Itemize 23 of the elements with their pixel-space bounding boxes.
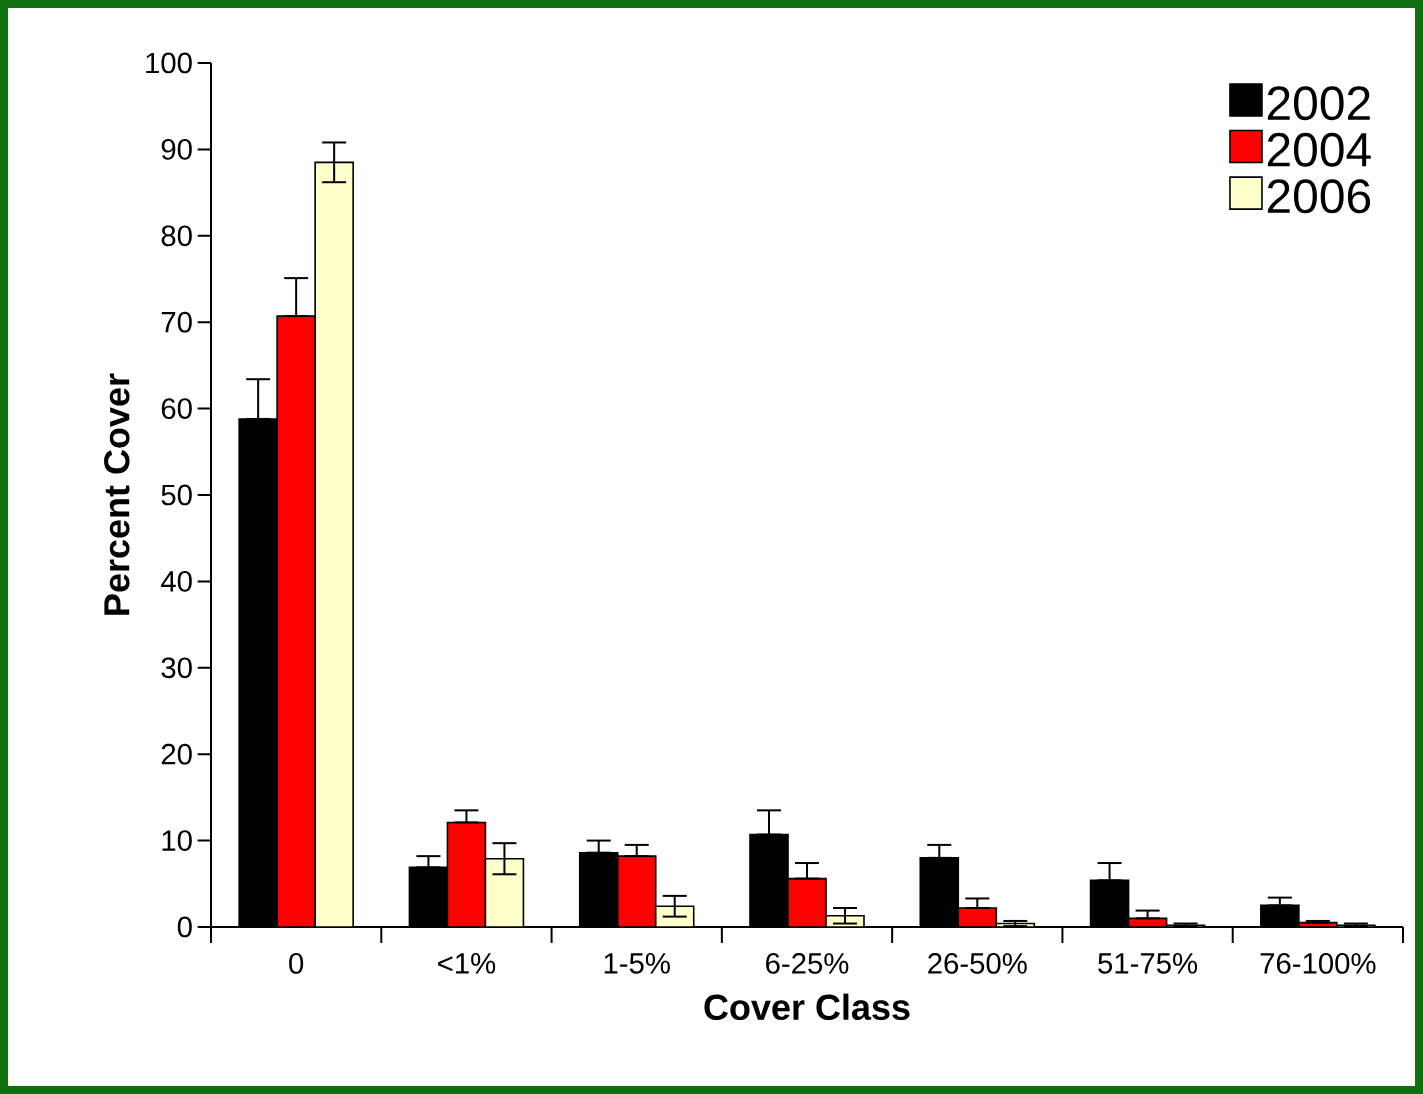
y-tick-label: 10	[162, 830, 192, 851]
x-tick-label: 51-75%	[1098, 953, 1198, 974]
legend-label: 2006	[1267, 179, 1371, 214]
y-tick-label: 60	[161, 398, 192, 419]
y-tick-label: 50	[161, 484, 192, 506]
y-tick-label: 0	[177, 916, 192, 938]
y-tick-label: 80	[161, 225, 192, 247]
x-tick-label: <1%	[438, 953, 496, 974]
x-tick-label: 26-50%	[928, 953, 1027, 974]
y-axis-title: Percent Cover	[104, 373, 130, 615]
x-axis-title: Cover Class	[704, 993, 910, 1021]
y-tick-label: 20	[161, 743, 192, 765]
x-tick-label: 1-5%	[604, 953, 670, 974]
x-tick-label: 0	[289, 953, 304, 974]
legend-label: 2004	[1267, 132, 1371, 167]
legend-label: 2002	[1267, 86, 1370, 121]
x-tick-label: 6-25%	[766, 953, 849, 974]
x-tick-label: 76-100%	[1260, 953, 1376, 974]
y-tick-label: 100	[146, 52, 192, 74]
y-tick-label: 30	[161, 657, 192, 679]
y-tick-label: 40	[161, 570, 192, 592]
y-tick-label: 70	[161, 311, 192, 333]
y-tick-label: 90	[161, 138, 192, 160]
